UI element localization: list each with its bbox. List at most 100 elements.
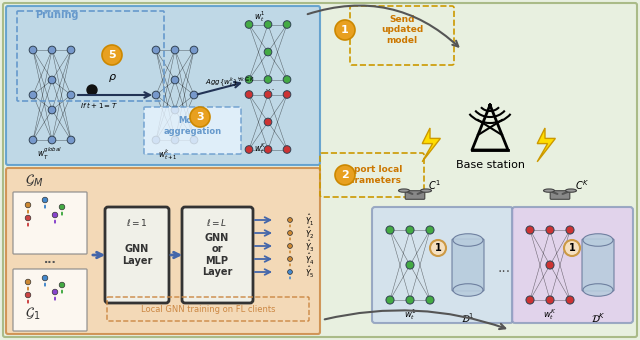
Ellipse shape [543, 189, 554, 192]
Circle shape [52, 289, 58, 295]
Circle shape [526, 296, 534, 304]
Text: $\hat{Y}_5$: $\hat{Y}_5$ [305, 264, 315, 280]
Circle shape [264, 118, 272, 126]
Circle shape [42, 197, 48, 203]
Text: $w_t^{K}$: $w_t^{K}$ [543, 308, 557, 322]
Text: $Agg\{w_t^k\}^{\forall k\in K}$: $Agg\{w_t^k\}^{\forall k\in K}$ [205, 76, 255, 89]
Circle shape [264, 91, 272, 98]
Text: $\rho$: $\rho$ [108, 72, 116, 84]
Circle shape [264, 21, 272, 28]
Circle shape [546, 261, 554, 269]
Circle shape [152, 46, 160, 54]
Circle shape [546, 296, 554, 304]
Circle shape [245, 21, 253, 28]
Text: $\mathcal{D}^K$: $\mathcal{D}^K$ [591, 311, 605, 325]
Circle shape [264, 48, 272, 56]
Circle shape [566, 296, 574, 304]
Circle shape [386, 296, 394, 304]
Circle shape [52, 212, 58, 218]
FancyBboxPatch shape [6, 168, 320, 334]
Circle shape [426, 296, 434, 304]
FancyArrowPatch shape [417, 192, 424, 194]
Ellipse shape [420, 189, 431, 192]
Circle shape [287, 218, 292, 222]
Text: $\hat{Y}_3$: $\hat{Y}_3$ [305, 238, 315, 254]
Text: $w_{t+1}^{k}$: $w_{t+1}^{k}$ [158, 148, 178, 163]
Circle shape [48, 46, 56, 54]
Circle shape [48, 76, 56, 84]
Circle shape [29, 136, 37, 144]
Text: Base station: Base station [456, 160, 525, 170]
Text: $\mathcal{G}_M$: $\mathcal{G}_M$ [25, 173, 44, 189]
Text: $w_t^{1}$: $w_t^{1}$ [254, 10, 266, 24]
Ellipse shape [583, 284, 613, 296]
Text: ...: ... [44, 255, 56, 265]
Text: $\mathcal{D}^1$: $\mathcal{D}^1$ [461, 311, 475, 325]
Text: Local GNN training on FL clients: Local GNN training on FL clients [141, 306, 275, 315]
Circle shape [287, 257, 292, 261]
Ellipse shape [566, 189, 577, 192]
Circle shape [60, 204, 65, 210]
FancyBboxPatch shape [512, 207, 633, 323]
Circle shape [386, 226, 394, 234]
Circle shape [406, 296, 414, 304]
FancyBboxPatch shape [372, 207, 513, 323]
Circle shape [283, 91, 291, 98]
Text: Model
aggregation: Model aggregation [164, 116, 222, 136]
FancyArrowPatch shape [406, 192, 412, 194]
FancyArrowPatch shape [552, 192, 557, 194]
Circle shape [264, 76, 272, 83]
Text: 2: 2 [341, 170, 349, 180]
Circle shape [190, 46, 198, 54]
Text: GNN
or
MLP
Layer: GNN or MLP Layer [202, 233, 232, 277]
FancyBboxPatch shape [144, 107, 241, 154]
Circle shape [566, 226, 574, 234]
Circle shape [42, 275, 48, 281]
Text: $C^K$: $C^K$ [575, 178, 589, 192]
FancyBboxPatch shape [13, 192, 87, 254]
Circle shape [67, 91, 75, 99]
Circle shape [283, 76, 291, 83]
Circle shape [29, 46, 37, 54]
Polygon shape [422, 128, 440, 162]
Text: $\ell=1$: $\ell=1$ [126, 217, 148, 227]
Text: $C^1$: $C^1$ [428, 178, 442, 192]
Text: $\mathcal{G}_1$: $\mathcal{G}_1$ [25, 306, 40, 322]
FancyBboxPatch shape [405, 191, 425, 199]
Text: $\ell=L$: $\ell=L$ [206, 217, 228, 227]
Circle shape [245, 76, 253, 83]
Text: ...: ... [264, 82, 275, 92]
FancyBboxPatch shape [105, 207, 169, 303]
Circle shape [245, 91, 253, 98]
Circle shape [29, 91, 37, 99]
Circle shape [171, 46, 179, 54]
Circle shape [287, 270, 292, 274]
Circle shape [25, 279, 31, 285]
Text: $If\ t+1=T$: $If\ t+1=T$ [80, 100, 118, 110]
Circle shape [245, 146, 253, 153]
Circle shape [171, 136, 179, 144]
Circle shape [25, 202, 31, 208]
Circle shape [102, 45, 122, 65]
FancyBboxPatch shape [582, 239, 614, 291]
Circle shape [25, 215, 31, 221]
FancyBboxPatch shape [182, 207, 253, 303]
Circle shape [526, 226, 534, 234]
FancyBboxPatch shape [13, 269, 87, 331]
Text: $\hat{Y}_1$: $\hat{Y}_1$ [305, 212, 315, 228]
Circle shape [25, 292, 31, 298]
Text: Pruning: Pruning [35, 10, 79, 20]
Circle shape [171, 106, 179, 114]
Circle shape [152, 136, 160, 144]
Text: $w_t^{K}$: $w_t^{K}$ [253, 141, 266, 156]
Text: $w_T^{global}$: $w_T^{global}$ [37, 146, 62, 163]
Text: Send
updated
model: Send updated model [381, 15, 423, 45]
Circle shape [190, 91, 198, 99]
Text: GNN
Layer: GNN Layer [122, 244, 152, 266]
FancyBboxPatch shape [3, 3, 637, 337]
Circle shape [283, 21, 291, 28]
Ellipse shape [453, 284, 483, 296]
FancyArrowPatch shape [563, 192, 568, 194]
Circle shape [564, 240, 580, 256]
Text: 1: 1 [341, 25, 349, 35]
